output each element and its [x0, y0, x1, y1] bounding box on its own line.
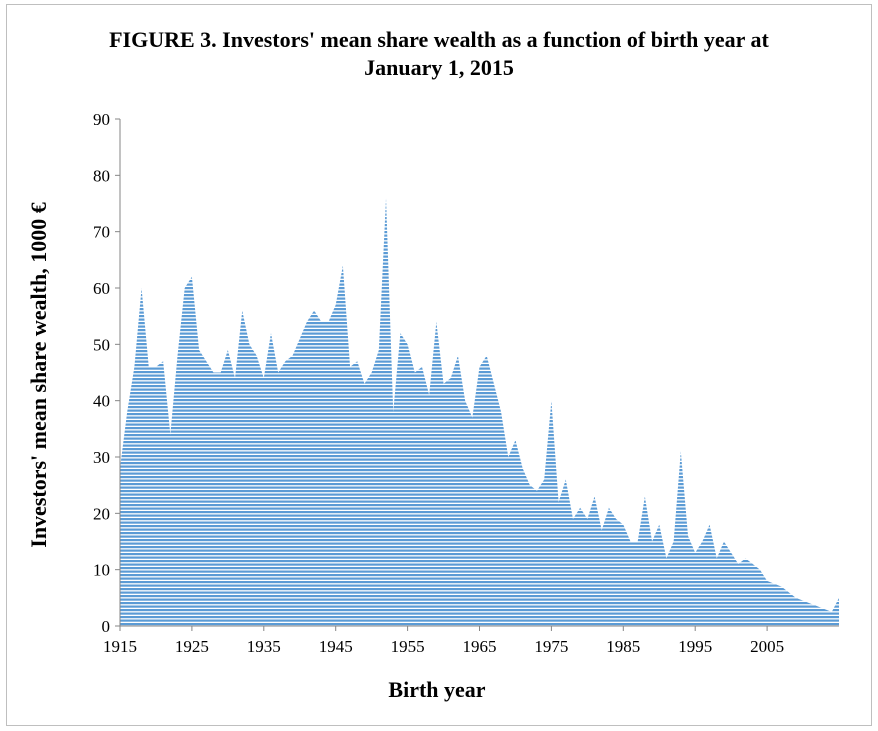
x-axis-title: Birth year [388, 677, 485, 702]
x-tick-label: 1965 [463, 637, 497, 656]
chart-frame [6, 4, 872, 726]
y-tick-label: 10 [93, 561, 110, 580]
y-axis-title: Investors' mean share wealth, 1000 € [26, 202, 51, 547]
x-tick-label: 1925 [175, 637, 209, 656]
y-tick-label: 70 [93, 223, 110, 242]
y-tick-label: 40 [93, 392, 110, 411]
x-tick-label: 2005 [750, 637, 784, 656]
y-tick-label: 0 [102, 617, 111, 636]
area [120, 197, 839, 626]
y-tick-label: 80 [93, 166, 110, 185]
y-tick-label: 20 [93, 504, 110, 523]
x-tick-label: 1935 [247, 637, 281, 656]
y-tick-label: 60 [93, 279, 110, 298]
x-tick-label: 1915 [103, 637, 137, 656]
x-tick-label: 1955 [391, 637, 425, 656]
x-tick-label: 1985 [606, 637, 640, 656]
y-tick-label: 50 [93, 335, 110, 354]
chart-title: FIGURE 3. Investors' mean share wealth a… [109, 27, 769, 80]
x-tick-label: 1995 [678, 637, 712, 656]
x-tick-label: 1975 [534, 637, 568, 656]
y-tick-label: 90 [93, 110, 110, 129]
y-tick-label: 30 [93, 448, 110, 467]
x-tick-label: 1945 [319, 637, 353, 656]
